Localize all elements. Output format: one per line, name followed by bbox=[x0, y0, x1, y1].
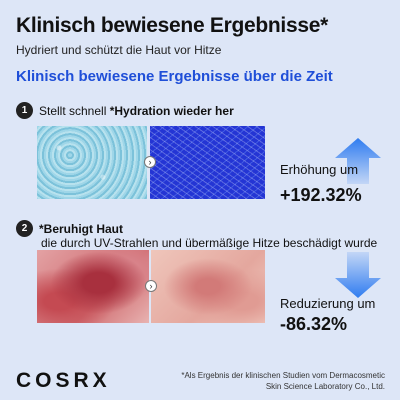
footnote-line-2: Skin Science Laboratory Co., Ltd. bbox=[265, 382, 385, 391]
step-2-down-arrow-icon bbox=[335, 252, 381, 298]
step-1-row: 1 Stellt schnell *Hydration wieder her bbox=[16, 102, 234, 119]
step-2-result-label: Reduzierung um bbox=[280, 296, 376, 311]
page-title: Klinisch bewiesene Ergebnisse* bbox=[16, 14, 328, 37]
footnote: *Als Ergebnis der klinischen Studien vom… bbox=[181, 370, 385, 392]
step-2-text-bold: *Beruhigt Haut bbox=[39, 221, 123, 236]
page-subtitle: Hydriert und schützt die Haut vor Hitze bbox=[16, 43, 222, 57]
section-heading: Klinisch bewiesene Ergebnisse über die Z… bbox=[16, 68, 333, 85]
step-1-text: Stellt schnell *Hydration wieder her bbox=[39, 104, 234, 118]
step-1-text-prefix: Stellt schnell bbox=[39, 103, 110, 118]
step-1-after-image bbox=[150, 126, 265, 199]
brand-logo: COSRX bbox=[16, 369, 111, 392]
step-2-result-value: -86.32% bbox=[280, 314, 348, 334]
step-2-before-image bbox=[37, 250, 149, 323]
step-2-row: 2 *Beruhigt Haut bbox=[16, 220, 123, 237]
step-1-number-badge: 1 bbox=[16, 102, 33, 119]
step-2-compare-arrow-icon: › bbox=[145, 280, 157, 292]
step-2-text: *Beruhigt Haut bbox=[39, 222, 123, 236]
step-1-result-label: Erhöhung um bbox=[280, 162, 359, 177]
step-1-compare-arrow-icon: › bbox=[144, 156, 156, 168]
step-1-up-arrow-icon bbox=[335, 138, 381, 184]
step-2-after-image bbox=[151, 250, 265, 323]
footnote-line-1: *Als Ergebnis der klinischen Studien vom… bbox=[181, 371, 385, 380]
step-1-before-image bbox=[37, 126, 147, 199]
step-2-subtext: die durch UV-Strahlen und übermäßige Hit… bbox=[41, 236, 378, 250]
step-1-result-value: +192.32% bbox=[280, 185, 362, 205]
step-2-number-badge: 2 bbox=[16, 220, 33, 237]
step-1-text-bold: *Hydration wieder her bbox=[109, 103, 234, 118]
